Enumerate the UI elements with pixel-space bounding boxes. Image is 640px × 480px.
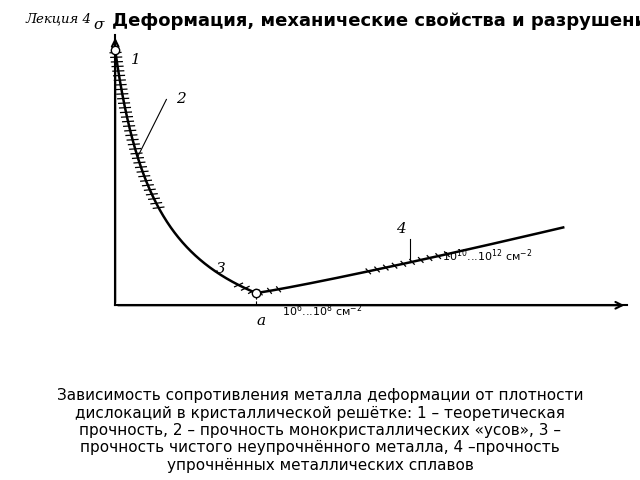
Text: $10^{10}$...$10^{12}$ см$^{-2}$: $10^{10}$...$10^{12}$ см$^{-2}$ — [442, 248, 532, 264]
Text: Лекция 4: Лекция 4 — [26, 12, 92, 25]
Text: 4: 4 — [396, 222, 405, 236]
Text: σ: σ — [94, 18, 104, 32]
Text: Деформация, механические свойства и разрушение металлов: Деформация, механические свойства и разр… — [112, 12, 640, 30]
Text: a: a — [257, 314, 266, 328]
Text: Зависимость сопротивления металла деформации от плотности
дислокаций в кристалли: Зависимость сопротивления металла деформ… — [57, 388, 583, 473]
Text: 2: 2 — [176, 93, 186, 107]
Text: $10^6$...$10^8$ см$^{-2}$: $10^6$...$10^8$ см$^{-2}$ — [282, 302, 362, 319]
Text: 3: 3 — [216, 262, 226, 276]
Text: 1: 1 — [131, 53, 141, 67]
